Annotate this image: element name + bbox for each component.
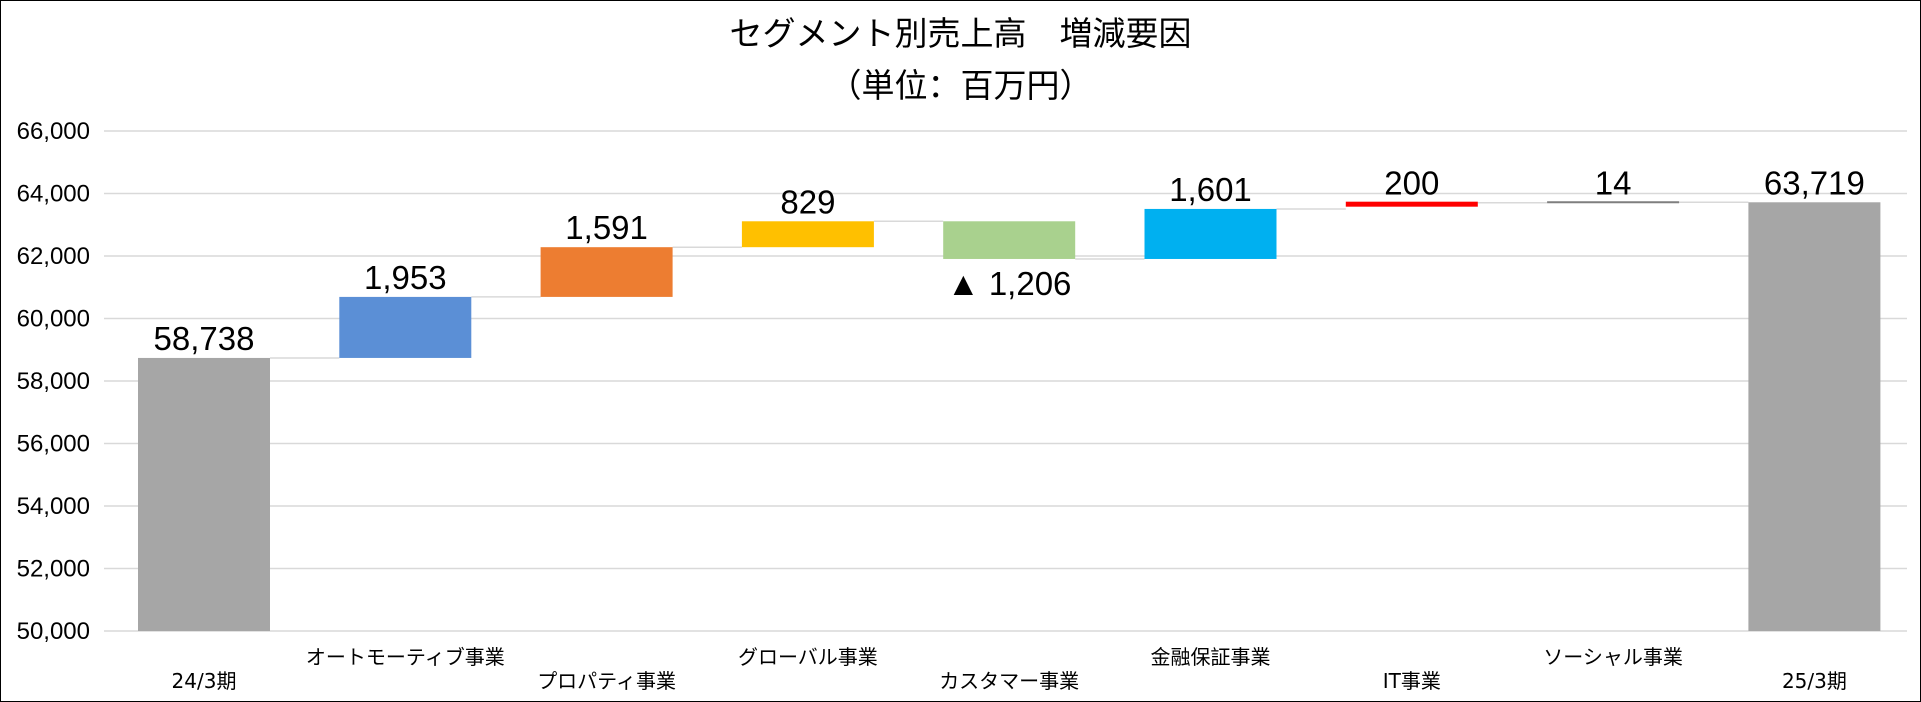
y-tick-label: 58,000: [17, 368, 90, 395]
data-label: 829: [780, 183, 835, 220]
x-category-label: IT事業: [1383, 669, 1441, 693]
waterfall-bar: [1345, 201, 1478, 207]
x-category-label: グローバル事業: [738, 645, 878, 669]
y-tick-label: 64,000: [17, 181, 90, 208]
x-category-label: オートモーティブ事業: [306, 645, 505, 669]
data-label: 58,738: [154, 320, 255, 357]
data-label: 1,953: [364, 259, 447, 296]
data-label: 200: [1384, 165, 1439, 202]
waterfall-bar: [1748, 202, 1881, 631]
waterfall-bar: [540, 247, 673, 297]
y-tick-label: 62,000: [17, 243, 90, 270]
y-tick-label: 66,000: [17, 118, 90, 145]
data-label: 1,601: [1169, 171, 1252, 208]
y-tick-label: 60,000: [17, 306, 90, 333]
y-tick-label: 56,000: [17, 431, 90, 458]
x-category-label: 金融保証事業: [1151, 645, 1271, 669]
data-label: ▲ 1,206: [947, 265, 1071, 302]
y-tick-label: 54,000: [17, 493, 90, 520]
waterfall-bar: [1144, 208, 1277, 259]
data-label: 14: [1595, 164, 1632, 201]
chart-title: セグメント別売上高 増減要因: [729, 14, 1192, 53]
chart-subtitle: （単位：百万円）: [828, 66, 1093, 105]
y-tick-label: 50,000: [17, 618, 90, 645]
x-category-label: ソーシャル事業: [1543, 645, 1683, 669]
x-category-label: 25/3期: [1782, 669, 1847, 693]
data-label: 63,719: [1764, 164, 1865, 201]
waterfall-bar: [1547, 201, 1680, 204]
waterfall-bar: [339, 296, 472, 358]
y-tick-label: 52,000: [17, 556, 90, 583]
x-category-label: カスタマー事業: [939, 669, 1079, 693]
waterfall-bar: [741, 221, 874, 248]
x-category-label: 24/3期: [172, 669, 237, 693]
waterfall-bar: [943, 221, 1076, 259]
waterfall-bar: [138, 357, 270, 631]
data-label: 1,591: [565, 209, 648, 246]
x-category-label: プロパティ事業: [537, 669, 676, 693]
